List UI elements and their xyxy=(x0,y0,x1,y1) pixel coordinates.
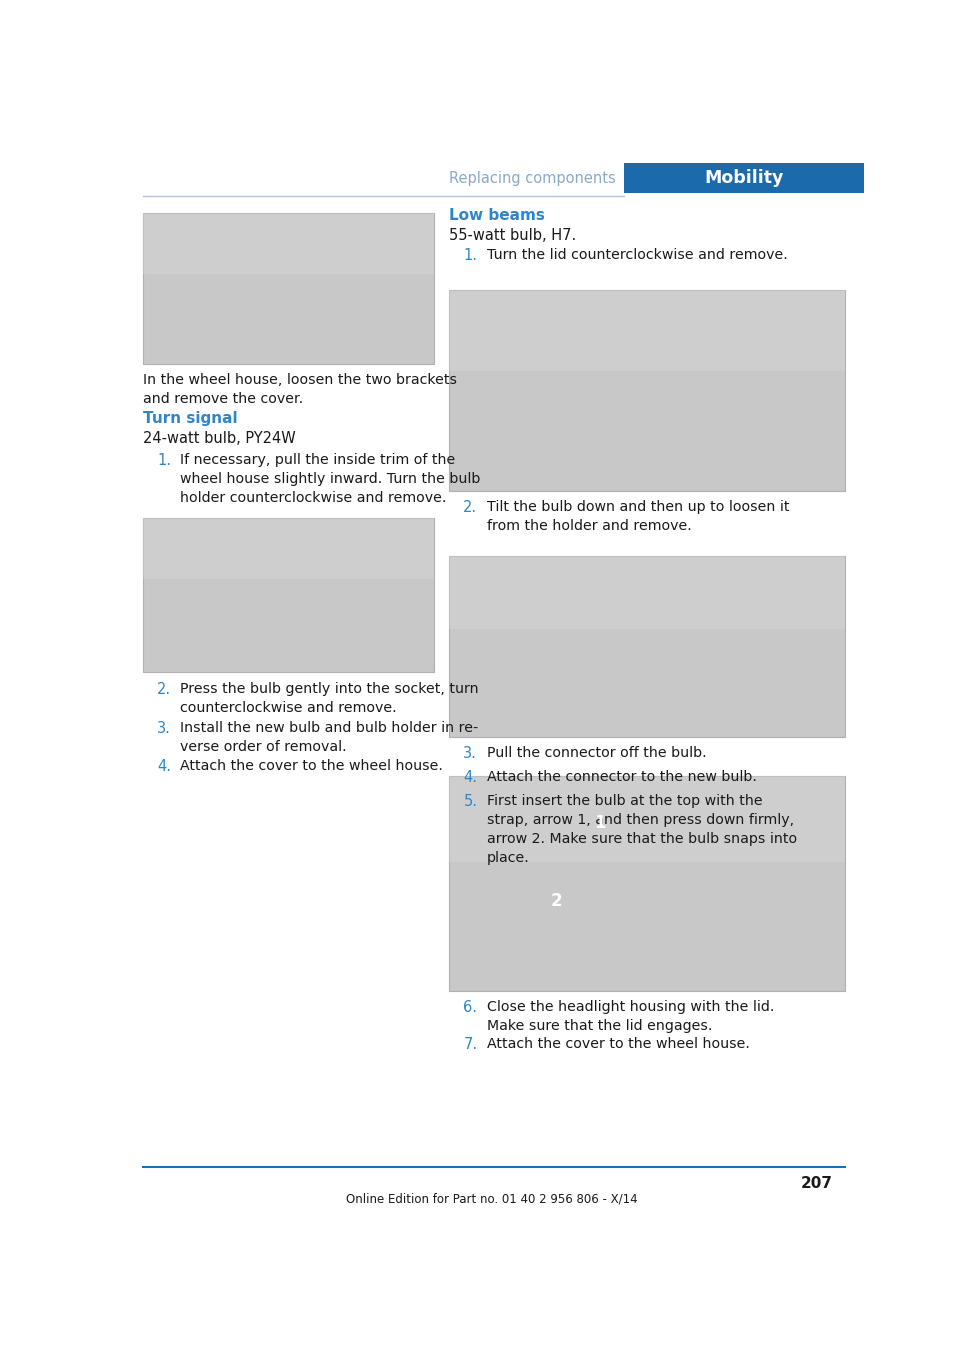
Text: Close the headlight housing with the lid.
Make sure that the lid engages.: Close the headlight housing with the lid… xyxy=(487,1001,774,1034)
Text: 7.: 7. xyxy=(464,1038,477,1053)
Bar xyxy=(449,556,845,737)
Bar xyxy=(449,290,845,370)
Text: Low beams: Low beams xyxy=(449,208,545,223)
Text: 6.: 6. xyxy=(464,1001,477,1016)
Bar xyxy=(449,775,845,992)
Text: Turn the lid counterclockwise and remove.: Turn the lid counterclockwise and remove… xyxy=(487,248,787,262)
Text: Tilt the bulb down and then up to loosen it
from the holder and remove.: Tilt the bulb down and then up to loosen… xyxy=(487,500,789,533)
Text: 2: 2 xyxy=(550,892,562,910)
Text: If necessary, pull the inside trim of the
wheel house slightly inward. Turn the : If necessary, pull the inside trim of th… xyxy=(180,454,481,505)
Text: 3.: 3. xyxy=(157,720,171,735)
Bar xyxy=(143,518,434,579)
Text: 24-watt bulb, PY24W: 24-watt bulb, PY24W xyxy=(143,432,296,447)
Text: 4.: 4. xyxy=(157,760,171,775)
Bar xyxy=(143,214,434,364)
Text: In the wheel house, loosen the two brackets
and remove the cover.: In the wheel house, loosen the two brack… xyxy=(143,373,457,406)
Text: First insert the bulb at the top with the
strap, arrow 1, and then press down fi: First insert the bulb at the top with th… xyxy=(487,794,797,865)
Text: Attach the connector to the new bulb.: Attach the connector to the new bulb. xyxy=(487,770,756,785)
Bar xyxy=(449,775,845,862)
Text: 1.: 1. xyxy=(464,248,477,263)
Text: Turn signal: Turn signal xyxy=(143,411,238,426)
Bar xyxy=(449,556,845,628)
Text: 3.: 3. xyxy=(464,746,477,761)
Text: Attach the cover to the wheel house.: Attach the cover to the wheel house. xyxy=(180,760,444,774)
Bar xyxy=(449,290,845,490)
Text: 1: 1 xyxy=(594,814,606,832)
Text: Attach the cover to the wheel house.: Attach the cover to the wheel house. xyxy=(487,1038,750,1051)
Text: Install the new bulb and bulb holder in re-
verse order of removal.: Install the new bulb and bulb holder in … xyxy=(180,720,479,755)
Text: Replacing components: Replacing components xyxy=(449,172,616,187)
Text: Press the bulb gently into the socket, turn
counterclockwise and remove.: Press the bulb gently into the socket, t… xyxy=(180,682,479,715)
Text: 2.: 2. xyxy=(464,500,477,515)
Bar xyxy=(143,518,434,671)
Text: Online Edition for Part no. 01 40 2 956 806 - X/14: Online Edition for Part no. 01 40 2 956 … xyxy=(347,1193,637,1205)
Text: 55-watt bulb, H7.: 55-watt bulb, H7. xyxy=(449,227,577,244)
Bar xyxy=(143,214,434,274)
Text: 207: 207 xyxy=(801,1175,833,1190)
Text: 1.: 1. xyxy=(157,454,171,469)
Bar xyxy=(624,163,864,192)
Text: 5.: 5. xyxy=(464,794,477,809)
Text: 2.: 2. xyxy=(157,682,171,697)
Text: 4.: 4. xyxy=(464,770,477,786)
Text: Pull the connector off the bulb.: Pull the connector off the bulb. xyxy=(487,746,707,760)
Text: Mobility: Mobility xyxy=(705,169,783,187)
